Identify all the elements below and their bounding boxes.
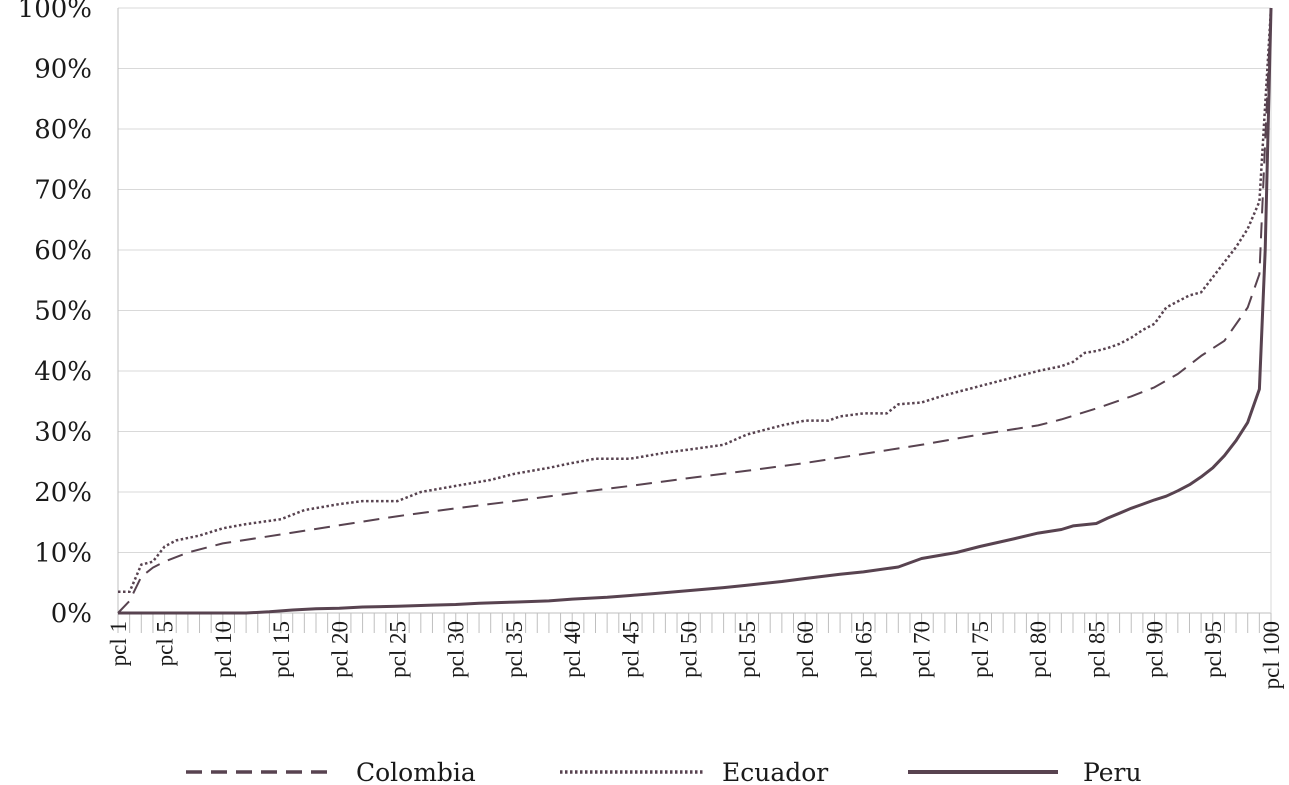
x-tick-label: pcl 5 <box>153 621 178 666</box>
y-tick-label: 0% <box>51 599 92 629</box>
x-tick-label: pcl 35 <box>502 621 527 678</box>
x-tick-label: pcl 70 <box>910 621 935 678</box>
y-tick-label: 70% <box>34 176 92 206</box>
y-tick-label: 100% <box>18 0 92 24</box>
x-tick-label: pcl 15 <box>269 621 294 678</box>
x-tick-label: pcl 60 <box>793 621 818 678</box>
gridlines <box>118 7 1271 553</box>
legend-label-ecuador: Ecuador <box>722 758 828 785</box>
series-lines <box>117 7 1273 615</box>
x-axis-tick-labels: pcl 1 pcl 5 pcl 10 pcl 15 pcl 20 pcl 25 pcl 30… <box>106 621 1284 689</box>
y-tick-label: 30% <box>34 418 92 448</box>
legend-label-colombia: Colombia <box>356 758 476 785</box>
series-line-ecuador <box>118 7 1273 594</box>
y-tick-label: 50% <box>34 297 92 327</box>
y-tick-label: 10% <box>34 539 92 569</box>
x-tick-label: pcl 25 <box>386 621 411 678</box>
y-tick-label: 90% <box>34 55 92 85</box>
series-line-colombia <box>117 7 1272 614</box>
x-tick-label: pcl 40 <box>560 621 585 678</box>
y-tick-label: 40% <box>34 357 92 387</box>
y-tick-label: 20% <box>34 478 92 508</box>
x-tick-label: pcl 90 <box>1143 621 1168 678</box>
x-tick-label: pcl 80 <box>1026 621 1051 678</box>
y-axis-tick-labels: 0% 10% 20% 30% 40% 50% 60% 70% 80% 90% 100% <box>18 0 92 629</box>
x-tick-label: pcl 75 <box>968 621 993 678</box>
x-tick-label: pcl 45 <box>618 621 643 678</box>
x-tick-label: pcl 100 <box>1259 621 1284 689</box>
axes <box>117 8 1272 633</box>
y-tick-label: 80% <box>34 115 92 145</box>
x-tick-label: pcl 65 <box>851 621 876 678</box>
legend: Colombia Ecuador Peru <box>186 758 1142 785</box>
x-tick-label: pcl 20 <box>327 621 352 678</box>
x-tick-label: pcl 85 <box>1084 621 1109 678</box>
legend-label-peru: Peru <box>1083 758 1142 785</box>
y-tick-label: 60% <box>34 236 92 266</box>
x-tick-label: pcl 55 <box>735 621 760 678</box>
x-tick-label: pcl 10 <box>211 621 236 678</box>
series-line-peru <box>118 7 1273 615</box>
x-tick-label: pcl 30 <box>444 621 469 678</box>
x-tick-label: pcl 95 <box>1201 621 1226 678</box>
x-tick-label: pcl 50 <box>677 621 702 678</box>
x-tick-label: pcl 1 <box>106 621 131 666</box>
